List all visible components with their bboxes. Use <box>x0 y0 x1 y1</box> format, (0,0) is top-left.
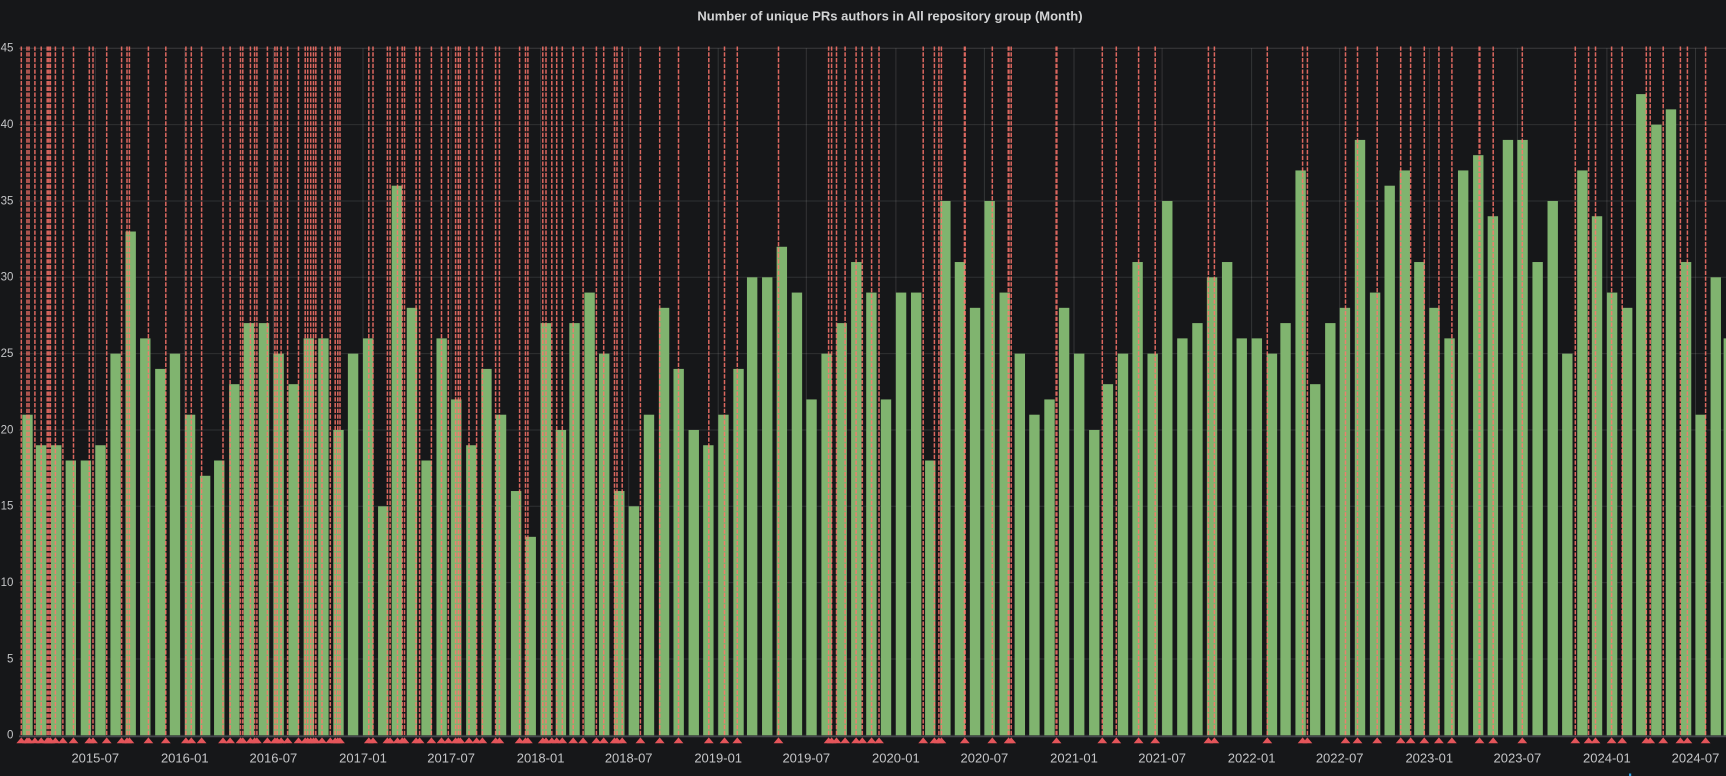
svg-text:2022-07: 2022-07 <box>1316 751 1364 766</box>
svg-text:2020-07: 2020-07 <box>961 751 1009 766</box>
svg-text:2022-01: 2022-01 <box>1228 751 1276 766</box>
svg-text:20: 20 <box>1 424 14 436</box>
svg-text:2024-07: 2024-07 <box>1672 751 1720 766</box>
svg-text:30: 30 <box>1 272 14 284</box>
svg-text:2018-01: 2018-01 <box>517 751 565 766</box>
svg-text:2020-01: 2020-01 <box>872 751 920 766</box>
svg-text:2023-01: 2023-01 <box>1405 751 1453 766</box>
svg-text:25: 25 <box>1 348 14 360</box>
svg-text:2016-01: 2016-01 <box>161 751 209 766</box>
svg-text:45: 45 <box>1 43 14 55</box>
svg-text:2019-01: 2019-01 <box>694 751 742 766</box>
svg-text:2017-01: 2017-01 <box>339 751 387 766</box>
svg-text:2021-01: 2021-01 <box>1050 751 1098 766</box>
svg-text:2023-07: 2023-07 <box>1494 751 1542 766</box>
svg-text:Number of unique PRs authors i: Number of unique PRs authors in All repo… <box>697 9 1082 24</box>
svg-text:2017-07: 2017-07 <box>427 751 475 766</box>
svg-text:2018-07: 2018-07 <box>605 751 653 766</box>
svg-text:15: 15 <box>1 501 14 513</box>
svg-text:2019-07: 2019-07 <box>782 751 830 766</box>
svg-text:35: 35 <box>1 195 14 207</box>
svg-text:2015-07: 2015-07 <box>71 751 119 766</box>
svg-text:2024-01: 2024-01 <box>1583 751 1631 766</box>
svg-text:5: 5 <box>7 653 13 665</box>
svg-text:0: 0 <box>7 730 13 742</box>
svg-text:10: 10 <box>1 577 14 589</box>
svg-text:40: 40 <box>1 119 14 131</box>
svg-text:2016-07: 2016-07 <box>250 751 298 766</box>
svg-text:2021-07: 2021-07 <box>1138 751 1186 766</box>
